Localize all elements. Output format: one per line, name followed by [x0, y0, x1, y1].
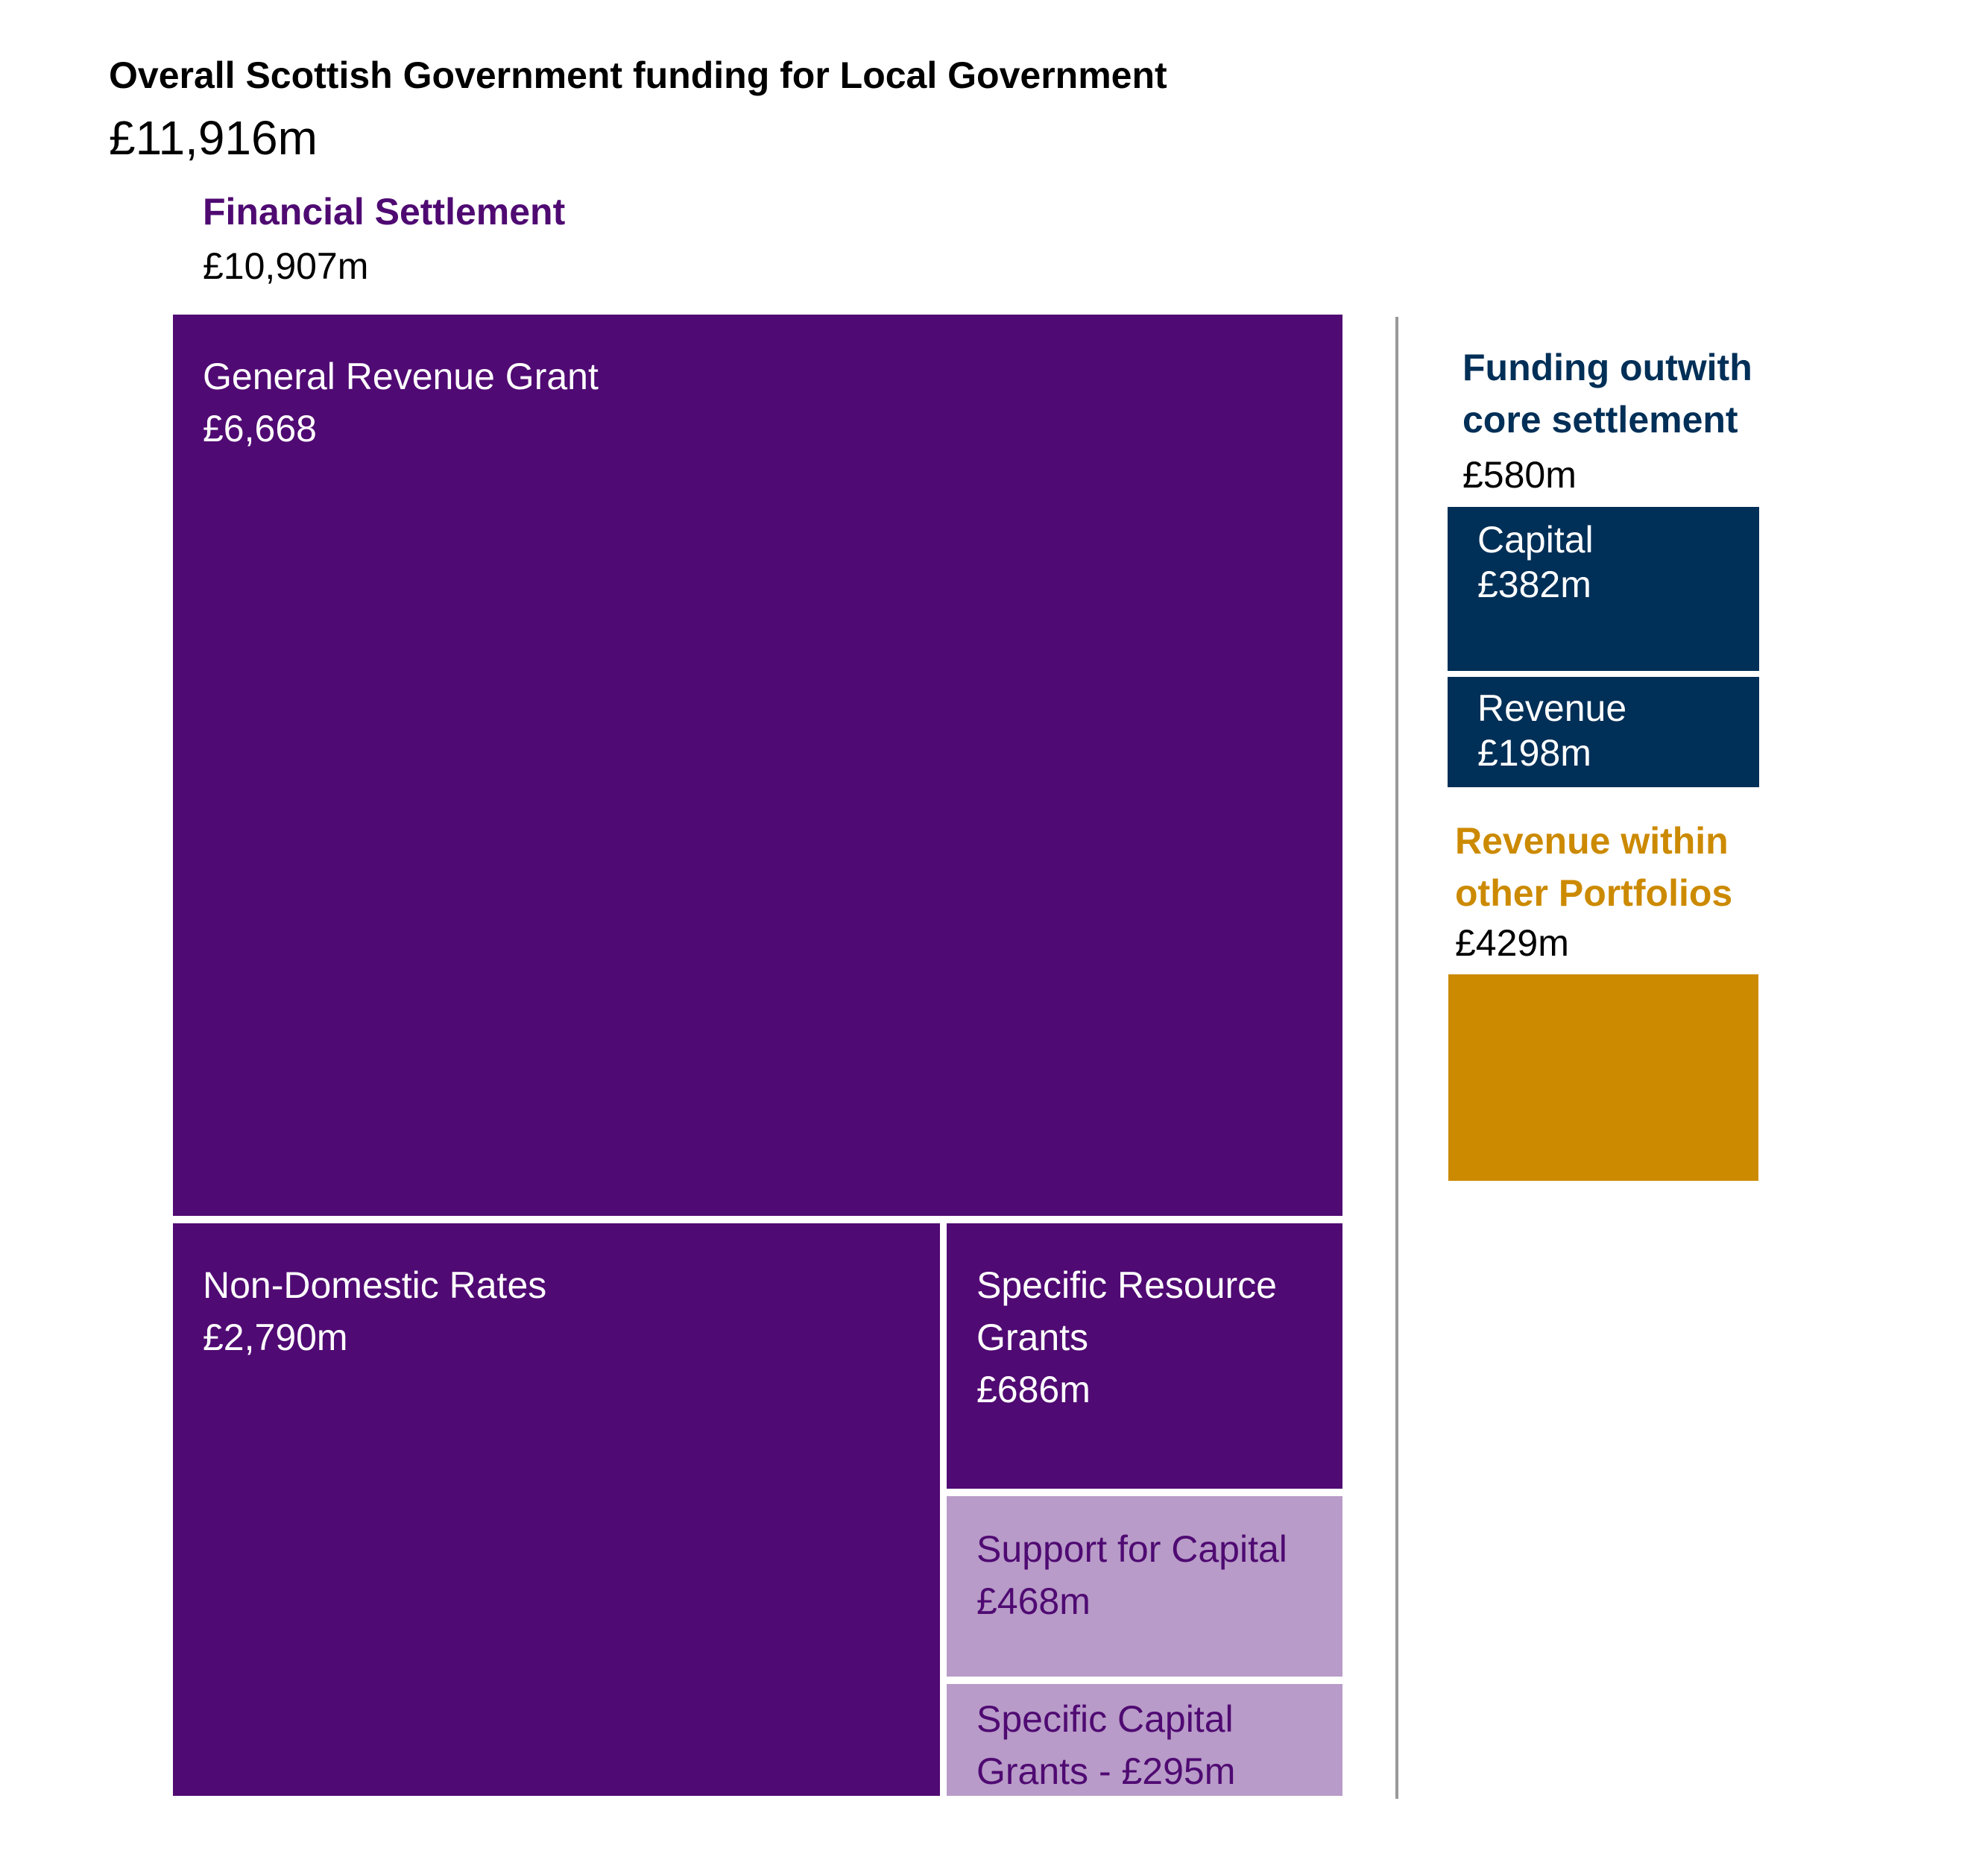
tile-value: £686m — [976, 1369, 1091, 1410]
tile-specific-resource-grants: Specific Resource Grants £686m — [947, 1223, 1342, 1489]
tile-label: General Revenue Grant — [203, 356, 599, 397]
group-divider — [1395, 317, 1398, 1799]
tile-label: Specific Resource — [976, 1264, 1277, 1306]
chart-total: £11,916m — [109, 111, 318, 165]
outwith-title-line1: Funding outwith — [1462, 347, 1752, 388]
tile-general-revenue-grant: General Revenue Grant £6,668 — [173, 315, 1342, 1216]
other-title-line1: Revenue within — [1455, 820, 1729, 862]
tile-revenue-other-portfolios — [1448, 974, 1758, 1181]
other-total: £429m — [1455, 922, 1569, 964]
tile-value: Grants - £295m — [976, 1750, 1236, 1792]
tile-value: £6,668 — [203, 408, 317, 450]
tile-revenue: Revenue £198m — [1448, 677, 1759, 787]
other-title-line2: other Portfolios — [1455, 872, 1733, 914]
tile-label: Support for Capital — [976, 1528, 1287, 1570]
tile-label: Non-Domestic Rates — [203, 1264, 547, 1306]
chart-title: Overall Scottish Government funding for … — [109, 54, 1167, 96]
tile-support-for-capital: Support for Capital £468m — [947, 1496, 1342, 1677]
settlement-total: £10,907m — [203, 245, 369, 287]
outwith-title-line2: core settlement — [1462, 399, 1738, 441]
tile-capital: Capital £382m — [1448, 507, 1759, 671]
outwith-total: £580m — [1462, 454, 1577, 496]
tile-label: Specific Capital — [976, 1698, 1234, 1740]
tile-label: Revenue — [1477, 687, 1627, 729]
tile-non-domestic-rates: Non-Domestic Rates £2,790m — [173, 1223, 940, 1796]
other-title: Revenue within other Portfolios — [1455, 815, 1732, 919]
tile-value: £198m — [1477, 732, 1591, 774]
tile-label: Capital — [1477, 519, 1594, 561]
tile-value: £468m — [976, 1580, 1091, 1622]
tile-value: £2,790m — [203, 1316, 348, 1358]
outwith-title: Funding outwith core settlement — [1462, 341, 1752, 446]
tile-value: £382m — [1477, 564, 1591, 605]
tile-label-line2: Grants — [976, 1316, 1089, 1358]
tile-specific-capital-grants: Specific Capital Grants - £295m — [947, 1684, 1342, 1796]
settlement-title: Financial Settlement — [203, 191, 566, 233]
